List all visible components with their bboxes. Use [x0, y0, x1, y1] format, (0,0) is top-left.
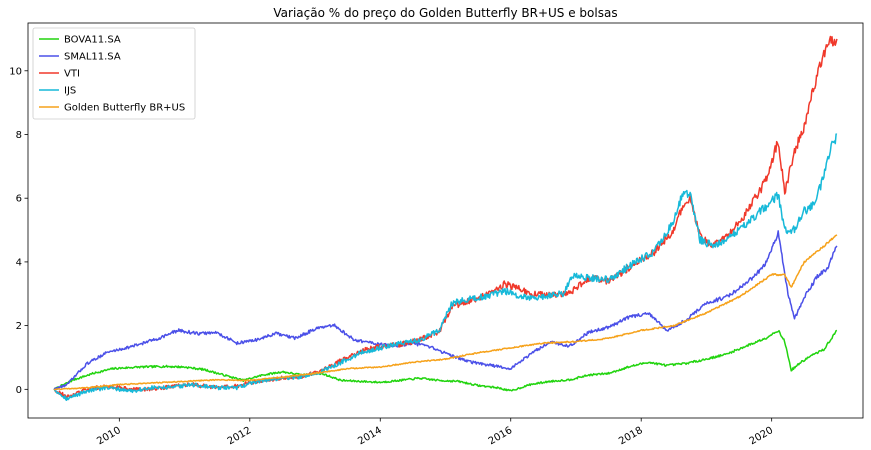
series-line-bova11-sa: [53, 329, 838, 392]
legend-label: VTI: [64, 69, 80, 80]
x-tick-label: 2014: [356, 425, 384, 447]
x-tick-label: 2018: [617, 425, 645, 447]
legend-label: IJS: [64, 86, 76, 97]
chart-title: Variação % do preço do Golden Butterfly …: [273, 6, 617, 20]
x-tick-label: 2010: [95, 425, 123, 447]
legend: BOVA11.SA SMAL11.SA VTI IJS Golden Butterfly…: [32, 27, 196, 120]
y-tick-label: 0: [16, 385, 22, 396]
legend-box: [32, 27, 196, 120]
y-tick-label: 2: [16, 321, 22, 332]
x-tick-label: 2016: [487, 425, 515, 447]
legend-label: SMAL11.SA: [64, 52, 121, 63]
legend-label: BOVA11.SA: [64, 35, 121, 46]
plot-frame: [27, 22, 864, 419]
x-tick-label: 2020: [748, 425, 776, 447]
legend-label: Golden Butterfly BR+US: [64, 103, 185, 114]
y-tick-label: 6: [16, 194, 22, 205]
series-line-smal11-sa: [53, 230, 838, 391]
x-tick-label: 2012: [226, 425, 254, 447]
y-tick-label: 8: [16, 130, 22, 141]
series-line-ijs: [53, 133, 838, 402]
series-line-golden-butterfly-br-us: [54, 234, 838, 391]
y-tick-label: 4: [16, 257, 22, 268]
y-tick-label: 10: [9, 66, 22, 77]
